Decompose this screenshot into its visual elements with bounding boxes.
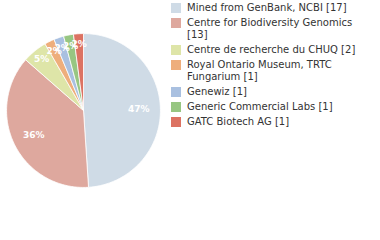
html-text:Centre for Biodiversity Genomi: Centre for Biodiversity Genomics [13] (187, 17, 353, 40)
html-text:Centre de recherche du CHUQ [2: Centre de recherche du CHUQ [2] (187, 44, 356, 55)
svg-text:47%: 47% (128, 104, 150, 114)
html-text:Mined from GenBank, NCBI [17]: Mined from GenBank, NCBI [17] (187, 2, 347, 13)
html-text:GATC Biotech AG [1]: GATC Biotech AG [1] (187, 116, 290, 127)
html-text:Generic Commercial Labs [1]: Generic Commercial Labs [1] (187, 101, 333, 112)
svg-text:5%: 5% (33, 54, 50, 65)
html-text:Royal Ontario Museum, TRTC Fun: Royal Ontario Museum, TRTC Fungarium [1] (187, 59, 332, 82)
svg-text:36%: 36% (23, 130, 45, 140)
html-text:Genewiz [1]: Genewiz [1] (187, 86, 247, 97)
svg-text:2%: 2% (72, 39, 87, 49)
